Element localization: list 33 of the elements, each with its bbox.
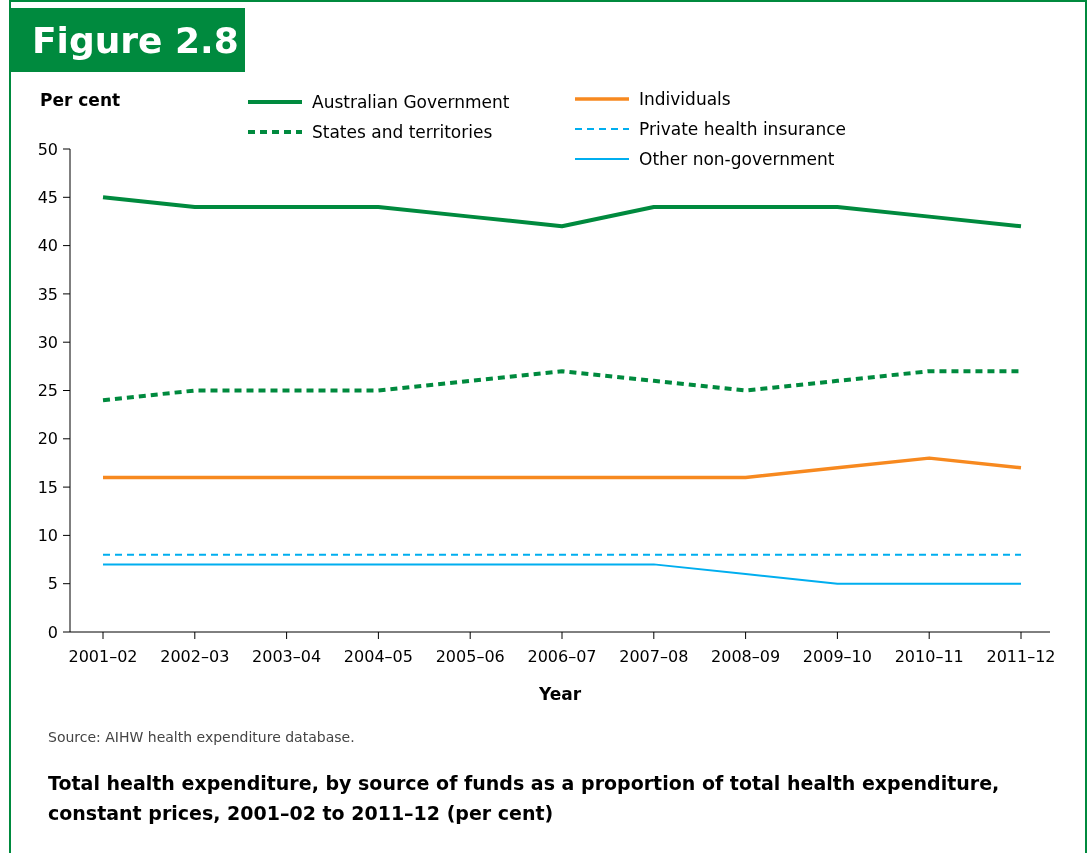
x-tick-label: 2011–12	[986, 647, 1056, 666]
y-tick-label: 15	[37, 477, 58, 497]
legend-label: Individuals	[639, 89, 731, 109]
x-tick-label: 2010–11	[894, 647, 964, 666]
text: Total health expenditure, by source of funds as a proportion of total health expenditure, constant prices, 2001–02 to 2011–12 (per cent)	[48, 772, 1000, 824]
y-tick-label: 25	[37, 381, 58, 401]
x-tick-label: 2007–08	[619, 647, 689, 666]
y-tick-label: 30	[37, 332, 58, 352]
y-tick-label: 10	[37, 526, 58, 545]
y-tick-label: 50	[37, 139, 58, 159]
y-tick-label: 20	[37, 429, 58, 449]
chart-title: Figure 2.8	[32, 20, 239, 61]
line-series	[101, 195, 1023, 229]
legend-label: Other non-government	[639, 149, 835, 169]
x-axis-title: Year	[537, 684, 582, 704]
x-tick-label: 2001–02	[68, 647, 138, 666]
y-tick-label: 35	[37, 284, 58, 304]
legend-label: Australian Government	[312, 92, 510, 112]
legend-label: States and territories	[312, 122, 493, 142]
y-tick-label: 45	[37, 187, 58, 207]
y-tick-label: 40	[37, 236, 58, 256]
y-tick-label: 5	[47, 574, 58, 594]
legend-label: Private health insurance	[639, 119, 847, 139]
y-tick-label: 0	[47, 622, 58, 642]
x-tick-label: 2008–09	[711, 647, 781, 666]
x-tick-label: 2003–04	[252, 647, 322, 666]
y-axis-title: Per cent	[40, 90, 121, 110]
x-tick-label: 2005–06	[435, 647, 505, 666]
x-tick-label: 2006–07	[527, 647, 597, 666]
x-tick-label: 2002–03	[160, 647, 230, 666]
x-tick-label: 2004–05	[343, 647, 413, 666]
source-note: Source: AIHW health expenditure database.	[48, 729, 355, 745]
x-tick-label: 2009–10	[802, 647, 872, 666]
